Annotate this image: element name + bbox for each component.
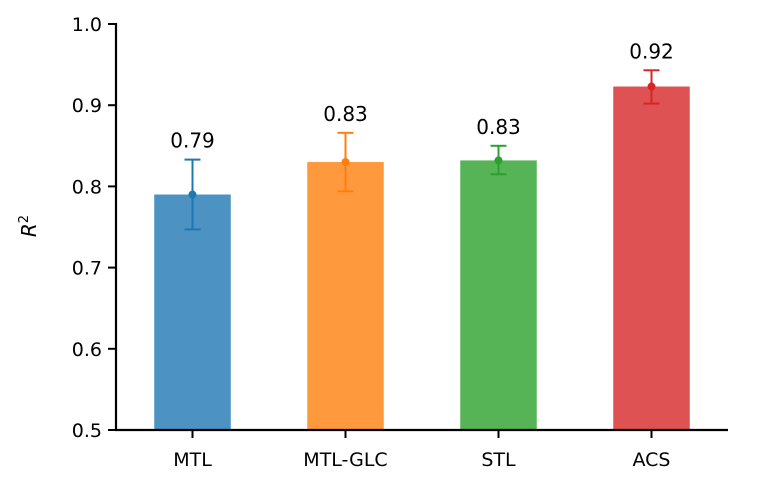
y-axis-label-main: R bbox=[17, 223, 41, 237]
bar-stl bbox=[460, 160, 537, 430]
x-tick-label-mtl: MTL bbox=[173, 449, 212, 471]
error-bar-mtl-glc bbox=[337, 131, 354, 193]
y-tick-label: 0.8 bbox=[72, 176, 102, 198]
x-tick-label-acs: ACS bbox=[633, 449, 671, 471]
y-tick-label: 0.7 bbox=[72, 258, 102, 280]
x-ticks-layer: MTL MTL-GLC STL ACS bbox=[173, 430, 671, 471]
y-tick-label: 0.6 bbox=[72, 339, 102, 361]
mean-point bbox=[494, 156, 503, 165]
y-axis-label: R2 bbox=[17, 215, 41, 237]
mean-point bbox=[341, 158, 350, 167]
y-axis-label-superscript: 2 bbox=[17, 215, 32, 223]
bar-mtl bbox=[154, 194, 231, 430]
error-bar-acs bbox=[643, 69, 660, 105]
y-ticks-layer: 0.5 0.6 0.7 0.8 0.9 1.0 bbox=[72, 14, 116, 442]
data-label-acs: 0.92 bbox=[629, 39, 674, 63]
error-bars-layer bbox=[184, 69, 660, 231]
axes-layer bbox=[114, 23, 728, 432]
bars-layer bbox=[154, 86, 690, 431]
x-tick-label-stl: STL bbox=[481, 449, 516, 471]
y-tick-label: 1.0 bbox=[72, 14, 102, 36]
x-tick-label-mtl-glc: MTL-GLC bbox=[303, 449, 387, 471]
y-tick-label: 0.5 bbox=[72, 420, 102, 442]
error-bar-mtl bbox=[184, 158, 201, 231]
mean-point bbox=[188, 190, 197, 199]
data-label-mtl-glc: 0.83 bbox=[323, 102, 368, 126]
data-labels-layer: 0.79 0.83 0.83 0.92 bbox=[170, 39, 674, 152]
data-label-stl: 0.83 bbox=[476, 115, 521, 139]
error-bar-stl bbox=[490, 144, 507, 176]
bar-acs bbox=[613, 86, 690, 431]
mean-point bbox=[647, 82, 656, 91]
bar-mtl-glc bbox=[307, 162, 384, 431]
data-label-mtl: 0.79 bbox=[170, 129, 215, 153]
y-tick-label: 0.9 bbox=[72, 95, 102, 117]
